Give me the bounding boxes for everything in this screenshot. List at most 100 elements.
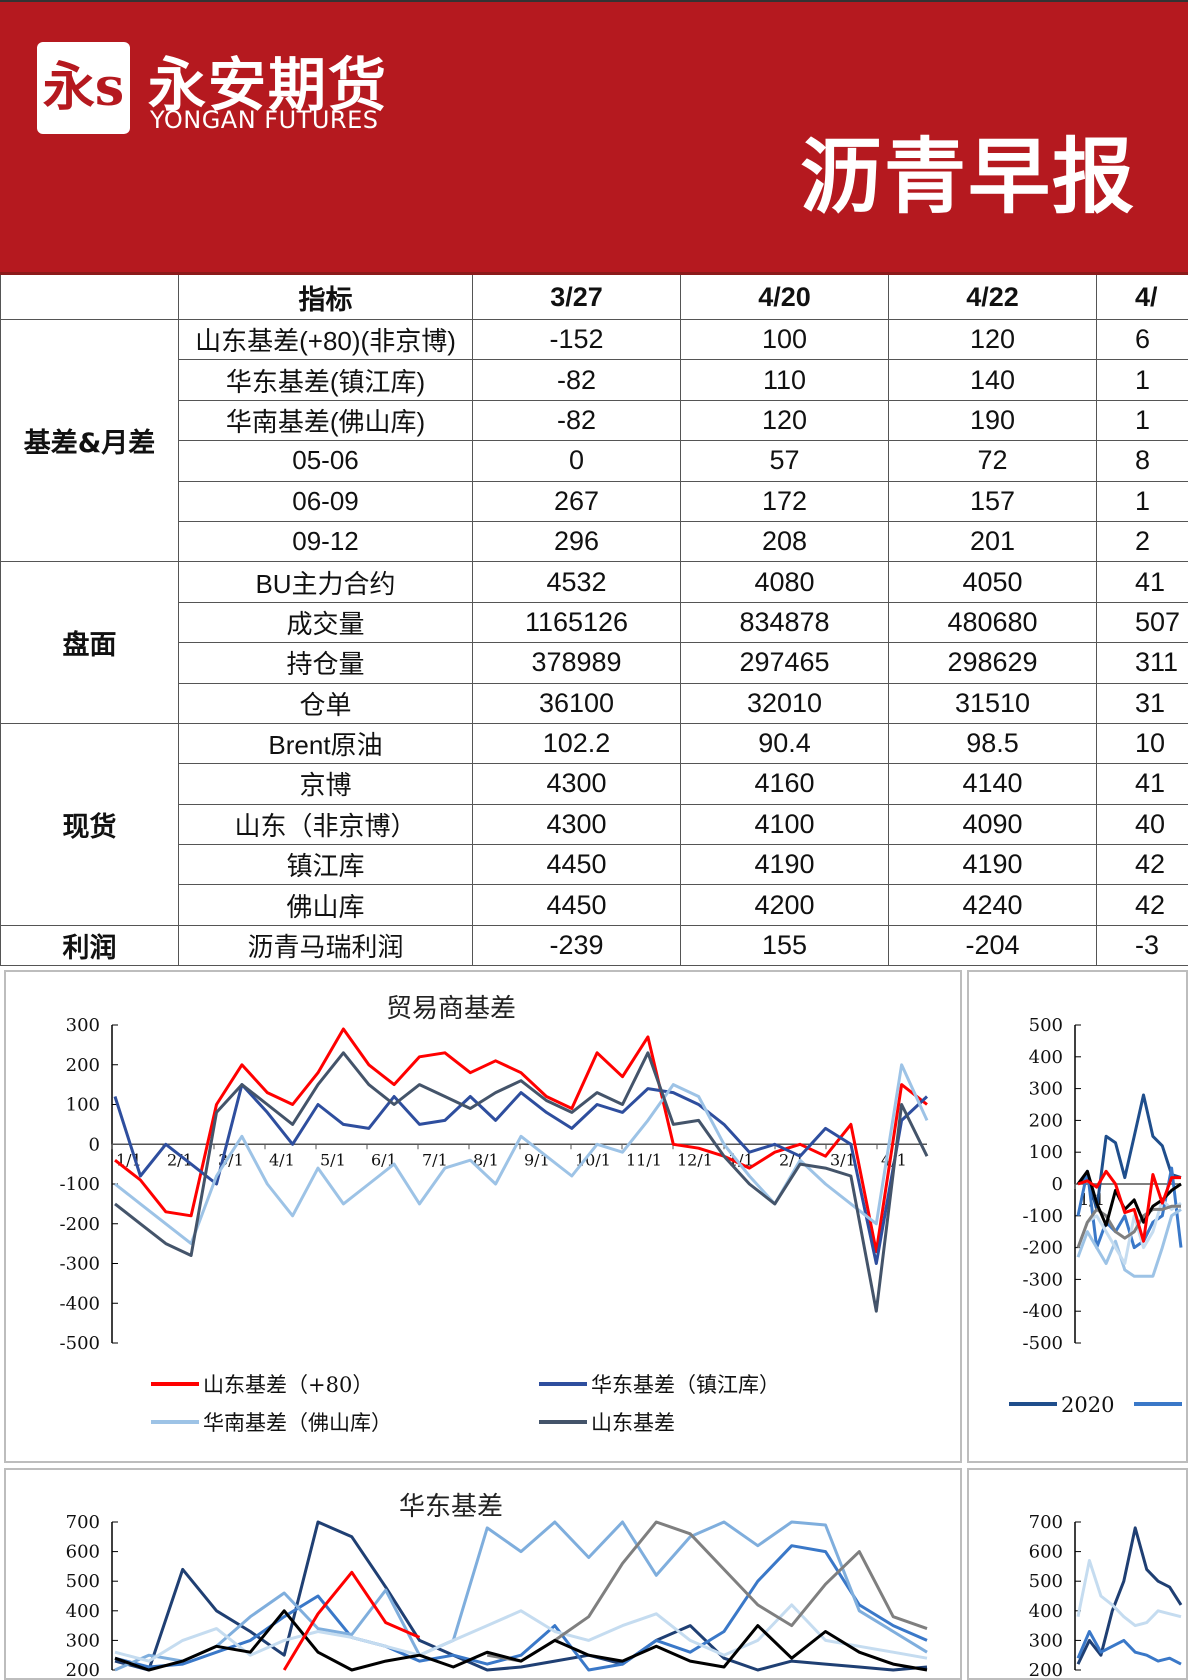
- logo-mark: 永s: [42, 57, 125, 118]
- legend-label: 华南基差（佛山库）: [203, 1411, 392, 1435]
- x-tick-label: 3/1: [830, 1150, 856, 1169]
- indicator-name: 华南基差(佛山库): [178, 399, 473, 442]
- table-row: 现货 Brent原油 102.2 90.4 98.5 10: [0, 722, 1188, 926]
- column-header: 3/27: [472, 272, 681, 320]
- value-cell: -152: [472, 318, 681, 361]
- value-cell: 4090: [888, 803, 1097, 846]
- y-tick-label: -500: [60, 1333, 100, 1354]
- series-line: [1076, 1559, 1182, 1628]
- value-cell: -82: [472, 399, 681, 442]
- y-tick-label: -200: [60, 1214, 100, 1235]
- indicator-name: 09-12: [178, 520, 473, 563]
- indicator-table: 指标 3/27 4/20 4/22 4/ 基差&月差 山东基差(+80)(非京博) -152…: [0, 272, 1188, 967]
- yongan-logo: 永s: [37, 42, 130, 134]
- category-cell: 盘面: [0, 561, 179, 724]
- y-tick-label: 300: [1029, 1079, 1063, 1100]
- y-tick-label: 0: [89, 1134, 100, 1155]
- chart-east-china-basis-yearly: 700 600 500 400 300 200: [967, 1468, 1188, 1680]
- legend-label: 2020: [1061, 1393, 1114, 1417]
- series-line: [113, 1083, 929, 1265]
- value-cell: -82: [472, 359, 681, 401]
- value-cell: 98.5: [888, 722, 1097, 765]
- value-cell: 4080: [680, 561, 889, 603]
- column-header: 4/: [1096, 272, 1188, 320]
- value-cell: -239: [472, 924, 681, 967]
- y-tick-label: -300: [1023, 1269, 1063, 1290]
- value-cell: 4300: [472, 763, 681, 805]
- table-row: 镇江库 4450 4190 4190 42: [1, 844, 1188, 886]
- series-line: [486, 1520, 928, 1663]
- value-cell: 378989: [472, 642, 681, 684]
- y-tick-label: 200: [66, 1055, 100, 1076]
- value-cell: 2: [1096, 520, 1188, 563]
- value-cell: 4450: [472, 884, 681, 926]
- indicator-name: BU主力合约: [178, 561, 473, 603]
- series-line: [1076, 1204, 1181, 1249]
- indicator-name: 05-06: [178, 440, 473, 482]
- value-cell: 172: [680, 480, 889, 522]
- y-tick-label: 300: [1029, 1630, 1063, 1651]
- value-cell: 8: [1096, 440, 1188, 482]
- value-cell: 120: [888, 318, 1097, 361]
- value-cell: 157: [888, 480, 1097, 522]
- table-row: 京博 4300 4160 4140 41: [1, 763, 1188, 805]
- value-cell: 4140: [888, 763, 1097, 805]
- y-tick-label: -100: [60, 1174, 100, 1195]
- value-cell: 267: [472, 480, 681, 522]
- indicator-name: 成交量: [178, 601, 473, 644]
- value-cell: 4240: [888, 884, 1097, 926]
- table-row: 华南基差(佛山库) -82 120 190 1: [1, 399, 1188, 442]
- indicator-name: 京博: [178, 763, 473, 805]
- x-tick-label: 7/1: [422, 1150, 448, 1169]
- value-cell: 834878: [680, 601, 889, 644]
- indicator-name: 仓单: [178, 682, 473, 724]
- value-cell: 296: [472, 520, 681, 563]
- table-row: 09-12 296 208 201 2: [1, 520, 1188, 563]
- series-line: [1077, 1169, 1181, 1243]
- series-line: [114, 1520, 928, 1672]
- indicator-name: 佛山库: [178, 884, 473, 926]
- value-cell: 42: [1096, 884, 1188, 926]
- y-tick-label: -400: [60, 1293, 100, 1314]
- value-cell: 102.2: [472, 722, 681, 765]
- value-cell: 110: [680, 359, 889, 401]
- x-tick-label: 9/1: [524, 1150, 550, 1169]
- value-cell: 57: [680, 440, 889, 482]
- value-cell: 4450: [472, 844, 681, 886]
- table-row: 持仓量 378989 297465 298629 311: [1, 642, 1188, 684]
- series-line: [114, 1051, 929, 1313]
- value-cell: 1: [1096, 359, 1188, 401]
- series-line: [1076, 1093, 1182, 1211]
- series-line: [1076, 1630, 1182, 1666]
- chart-east-china-basis: 华东基差 700 600 500 400 300 200: [4, 1468, 962, 1680]
- table-row: 成交量 1165126 834878 480680 507: [1, 601, 1188, 644]
- indicator-name: 镇江库: [178, 844, 473, 886]
- x-tick-label: 10/1: [575, 1150, 611, 1169]
- value-cell: 208: [680, 520, 889, 563]
- x-tick-label: 11/1: [626, 1150, 662, 1169]
- category-cell: 基差&月差: [0, 318, 179, 563]
- value-cell: 6: [1096, 318, 1188, 361]
- x-tick-label: 12/1: [677, 1150, 713, 1169]
- value-cell: 297465: [680, 642, 889, 684]
- chart-title: 华东基差: [399, 1492, 503, 1522]
- value-cell: 507: [1096, 601, 1188, 644]
- y-tick-label: 700: [66, 1512, 100, 1533]
- value-cell: 4532: [472, 561, 681, 603]
- y-tick-label: 500: [66, 1571, 100, 1592]
- value-cell: 31: [1096, 682, 1188, 724]
- series-line: [1076, 1208, 1182, 1278]
- legend-label: 华东基差（镇江库）: [591, 1373, 780, 1397]
- value-cell: 36100: [472, 682, 681, 724]
- series-line: [282, 1570, 421, 1671]
- y-tick-label: 200: [1029, 1110, 1063, 1131]
- indicator-name: Brent原油: [178, 722, 473, 765]
- y-tick-label: -100: [1023, 1206, 1063, 1227]
- table-row: 佛山库 4450 4200 4240 42: [1, 884, 1188, 926]
- y-tick-label: -200: [1023, 1238, 1063, 1259]
- y-tick-label: 500: [1029, 1571, 1063, 1592]
- series-line: [114, 1609, 928, 1672]
- legend-label: 山东基差: [591, 1411, 675, 1435]
- legend-label: 山东基差（+80）: [203, 1373, 373, 1397]
- column-header: 4/20: [680, 272, 889, 320]
